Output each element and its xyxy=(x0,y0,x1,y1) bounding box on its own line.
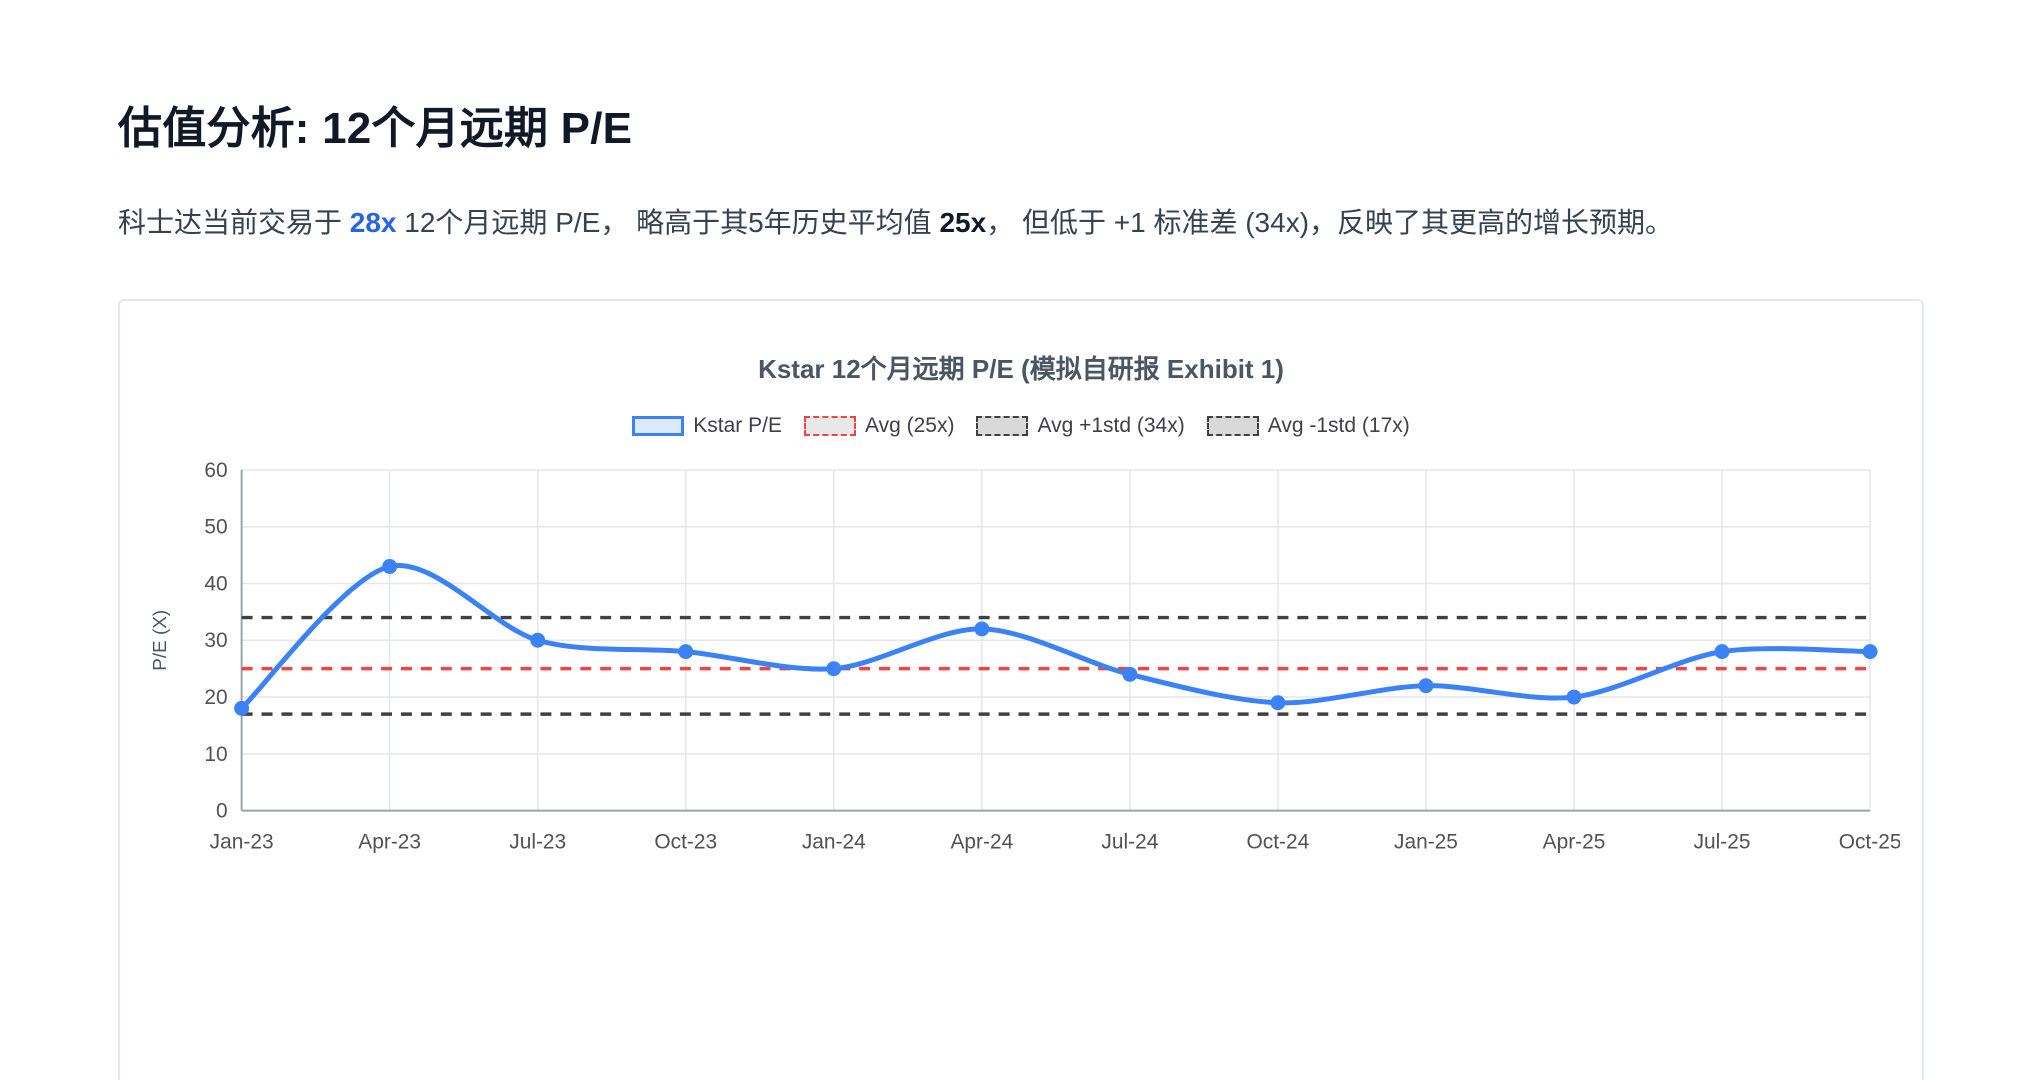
svg-text:60: 60 xyxy=(204,460,227,482)
series-points xyxy=(234,559,1878,716)
svg-text:0: 0 xyxy=(216,800,228,823)
legend-item-avg-25x[interactable]: Avg (25x) xyxy=(803,414,955,438)
svg-text:30: 30 xyxy=(204,629,227,652)
data-point-Oct-24[interactable] xyxy=(1270,695,1286,711)
svg-text:20: 20 xyxy=(204,686,227,709)
data-point-Oct-25[interactable] xyxy=(1862,644,1878,660)
legend-label: Avg (25x) xyxy=(864,414,955,437)
legend-swatch xyxy=(803,416,856,436)
svg-text:Oct-23: Oct-23 xyxy=(654,830,717,853)
svg-text:Jul-25: Jul-25 xyxy=(1694,830,1751,853)
avg-pe-highlight: 25x xyxy=(939,207,987,238)
intro-paragraph: 科士达当前交易于 28x 12个月远期 P/E， 略高于其5年历史平均值 25x… xyxy=(118,198,1918,247)
data-point-Jan-23[interactable] xyxy=(234,700,250,716)
y-axis-title: P/E (X) xyxy=(150,610,171,671)
svg-text:Jul-23: Jul-23 xyxy=(509,830,566,853)
legend-swatch xyxy=(632,416,685,436)
grid-lines xyxy=(240,469,1871,812)
chart-plot-area: 0 10 20 30 40 50 60 Jan-23 Apr-23 Jul-23 Oct-23 Jan… xyxy=(142,460,1900,860)
series-line-kstar-pe xyxy=(239,563,1873,711)
y-axis-ticks: 0 10 20 30 40 50 60 xyxy=(204,460,227,823)
data-point-Apr-25[interactable] xyxy=(1566,689,1582,705)
data-point-Apr-24[interactable] xyxy=(974,621,990,637)
svg-text:Apr-24: Apr-24 xyxy=(950,830,1013,853)
svg-text:Oct-25: Oct-25 xyxy=(1839,830,1900,853)
paragraph-segment: 科士达当前交易于 xyxy=(118,207,350,238)
legend-swatch xyxy=(976,416,1029,436)
legend-item-avg-1std-34x[interactable]: Avg +1std (34x) xyxy=(976,414,1185,438)
svg-text:Jul-24: Jul-24 xyxy=(1101,830,1158,853)
current-pe-highlight: 28x xyxy=(349,207,397,238)
data-point-Jan-24[interactable] xyxy=(826,661,842,677)
paragraph-segment: 12个月远期 P/E， 略高于其5年历史平均值 xyxy=(396,207,940,238)
x-axis-ticks: Jan-23 Apr-23 Jul-23 Oct-23 Jan-24 Apr-24 Jul-… xyxy=(210,830,1900,853)
axes xyxy=(240,469,1871,812)
legend-swatch xyxy=(1206,416,1259,436)
reference-lines xyxy=(241,615,1871,716)
svg-text:Jan-25: Jan-25 xyxy=(1394,830,1458,853)
svg-text:Jan-24: Jan-24 xyxy=(802,830,866,853)
chart-legend: Kstar P/E Avg (25x) Avg +1std (34x) Avg -1s… xyxy=(142,414,1900,438)
chart-card: Kstar 12个月远期 P/E (模拟自研报 Exhibit 1) Kstar… xyxy=(118,299,1924,1080)
svg-text:Oct-24: Oct-24 xyxy=(1247,830,1310,853)
data-point-Jul-23[interactable] xyxy=(530,632,546,648)
legend-label: Avg -1std (17x) xyxy=(1267,414,1410,437)
legend-label: Avg +1std (34x) xyxy=(1037,414,1185,437)
legend-label: Kstar P/E xyxy=(693,414,782,437)
svg-text:10: 10 xyxy=(204,743,227,766)
data-point-Oct-23[interactable] xyxy=(678,644,694,660)
svg-text:Jan-23: Jan-23 xyxy=(210,830,274,853)
legend-item-kstar-p-e[interactable]: Kstar P/E xyxy=(632,414,782,438)
page-title: 估值分析: 12个月远期 P/E xyxy=(118,104,633,153)
svg-text:40: 40 xyxy=(204,572,227,595)
data-point-Apr-23[interactable] xyxy=(382,559,398,574)
svg-text:50: 50 xyxy=(204,516,227,539)
data-point-Jul-25[interactable] xyxy=(1714,644,1730,660)
data-point-Jan-25[interactable] xyxy=(1418,678,1434,694)
legend-item-avg-1std-17x[interactable]: Avg -1std (17x) xyxy=(1206,414,1410,438)
data-point-Jul-24[interactable] xyxy=(1122,666,1138,682)
chart-title: Kstar 12个月远期 P/E (模拟自研报 Exhibit 1) xyxy=(758,354,1284,384)
svg-text:Apr-23: Apr-23 xyxy=(358,830,421,853)
paragraph-segment: ， 但低于 +1 标准差 (34x)，反映了其更高的增长预期。 xyxy=(986,207,1674,238)
svg-text:Apr-25: Apr-25 xyxy=(1543,830,1606,853)
